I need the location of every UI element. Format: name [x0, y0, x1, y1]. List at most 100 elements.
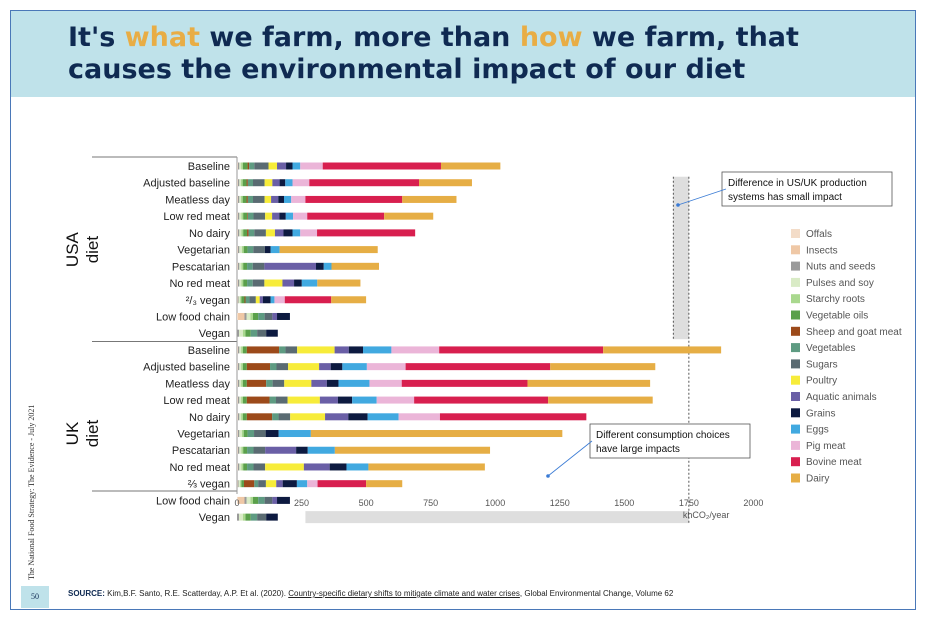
bar-segment — [237, 195, 238, 203]
bar-segment — [243, 262, 248, 270]
bar-segment — [264, 262, 317, 270]
bar-segment — [246, 379, 267, 387]
bar-segment — [527, 379, 651, 387]
bar-segment — [243, 229, 248, 237]
legend-label: Aquatic animals — [806, 392, 877, 403]
bar-segment — [334, 346, 349, 354]
bar-segment — [322, 162, 441, 170]
category-label: No red meat — [169, 462, 230, 474]
category-label: ²/₃ vegan — [186, 295, 230, 307]
bar-segment — [250, 312, 254, 320]
x-tick-label: 1500 — [614, 498, 634, 508]
x-tick-label: 250 — [294, 498, 309, 508]
bar-segment — [272, 413, 279, 421]
bar-segment — [253, 246, 265, 254]
bar-segment — [550, 363, 656, 371]
bar-segment — [402, 195, 457, 203]
bar-segment — [376, 396, 415, 404]
bar-segment — [348, 413, 368, 421]
bar-segment — [272, 312, 278, 320]
bar-segment — [278, 195, 284, 203]
bar-segment — [419, 179, 472, 187]
legend-label: Starchy roots — [806, 294, 865, 305]
bar-segment — [239, 379, 242, 387]
bar-segment — [284, 296, 332, 304]
x-tick-label: 750 — [423, 498, 438, 508]
bar-segment — [363, 346, 392, 354]
bar-segment — [329, 463, 347, 471]
bar-segment — [237, 346, 238, 354]
legend-swatch — [791, 326, 800, 336]
bar-segment — [384, 212, 434, 220]
bar-segment — [245, 513, 251, 521]
legend-swatch — [791, 473, 800, 483]
bar-segment — [252, 279, 265, 287]
bar-segment — [253, 179, 265, 187]
bar-segment — [247, 179, 254, 187]
bar-segment — [266, 379, 273, 387]
bar-segment — [246, 346, 280, 354]
bar-segment — [237, 296, 239, 304]
legend-swatch — [791, 440, 800, 450]
x-tick-label: 2000 — [743, 498, 763, 508]
bar-segment — [245, 296, 250, 304]
category-label: Pescatarian — [172, 445, 230, 457]
category-label: Low food chain — [156, 495, 230, 507]
bar-segment — [245, 329, 251, 337]
bar-segment — [237, 246, 238, 254]
bar-segment — [330, 363, 343, 371]
bar-segment — [276, 363, 289, 371]
legend-swatch — [791, 359, 800, 369]
bar-segment — [253, 212, 266, 220]
bar-segment — [237, 430, 238, 438]
bar-segment — [258, 312, 265, 320]
bar-segment — [239, 279, 242, 287]
bar-segment — [319, 363, 331, 371]
bar-segment — [247, 246, 254, 254]
bar-segment — [237, 430, 240, 438]
bar-segment — [391, 346, 440, 354]
bar-segment — [548, 396, 653, 404]
bar-segment — [367, 413, 399, 421]
bar-segment — [264, 496, 273, 504]
category-label: Vegetarian — [177, 245, 230, 257]
bar-segment — [331, 262, 380, 270]
bar-segment — [238, 480, 241, 488]
bar-segment — [296, 480, 308, 488]
bar-segment — [239, 246, 242, 254]
bar-segment — [239, 513, 243, 521]
bar-segment — [237, 463, 240, 471]
source-paper-link[interactable]: Country-specific dietary shifts to mitig… — [288, 589, 520, 598]
bar-segment — [254, 480, 259, 488]
title-highlight-what: what — [124, 22, 200, 53]
bar-segment — [439, 346, 604, 354]
bar-segment — [242, 413, 247, 421]
bar-segment — [270, 296, 275, 304]
bar-segment — [247, 229, 249, 237]
bar-segment — [282, 480, 297, 488]
bar-segment — [241, 480, 244, 488]
bar-segment — [316, 262, 324, 270]
bar-segment — [366, 480, 403, 488]
bar-segment — [265, 430, 279, 438]
bar-segment — [253, 195, 265, 203]
bar-segment — [334, 446, 491, 454]
bar-segment — [239, 430, 242, 438]
consumption-diff-band — [305, 511, 689, 524]
bar-segment — [237, 179, 238, 187]
bar-segment — [272, 179, 280, 187]
bar-segment — [237, 329, 240, 337]
bar-segment — [243, 446, 248, 454]
bar-segment — [319, 396, 338, 404]
bar-segment — [317, 279, 361, 287]
bar-segment — [247, 162, 250, 170]
bar-segment — [270, 363, 277, 371]
legend-swatch — [791, 245, 800, 255]
legend-label: Poultry — [806, 376, 837, 387]
bar-segment — [266, 329, 278, 337]
bar-segment — [244, 496, 247, 504]
bar-segment — [297, 346, 335, 354]
legend-label: Pig meat — [806, 441, 846, 452]
legend-swatch — [791, 229, 800, 238]
